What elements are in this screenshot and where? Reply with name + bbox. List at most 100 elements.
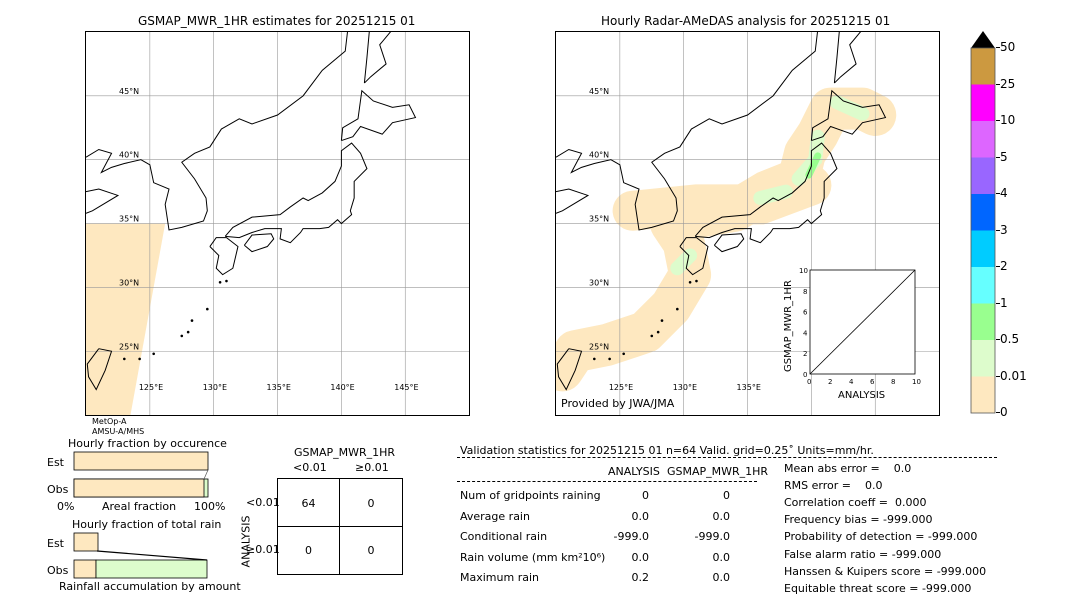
light-rain-area (753, 184, 793, 206)
ct-col-0: <0.01 (293, 461, 327, 474)
x-tick-label: 0 (807, 378, 811, 386)
latitude-label: 40°N (589, 151, 609, 160)
occurrence-bars (73, 451, 209, 498)
coastline-honshu (694, 142, 838, 244)
latitude-label: 45°N (119, 87, 139, 96)
latitude-label: 45°N (589, 87, 609, 96)
colorbar-segment (971, 230, 995, 267)
latitude-label: 25°N (589, 342, 609, 351)
colorbar-segment (971, 157, 995, 194)
stats-row-label: Maximum rain (460, 571, 539, 584)
longitude-label: 130°E (673, 383, 697, 392)
island (660, 319, 664, 322)
credit-label: Provided by JWA/JMA (561, 397, 675, 410)
stats-row-label: Rain volume (mm km²10⁶) (460, 550, 606, 564)
y-tick-label: 6 (803, 309, 808, 317)
colorbar-tick-label: 10 (1000, 113, 1016, 127)
colorbar-tick-label: 1 (1000, 295, 1008, 310)
coastline-sakhalin (833, 32, 862, 84)
occ-est-bar (73, 451, 209, 471)
colorbar-extend-arrow (971, 31, 995, 48)
total-rain-title: Hourly fraction of total rain (72, 518, 222, 531)
island (152, 352, 155, 356)
tr-est-bar (73, 532, 99, 552)
ct-cell: 0 (367, 497, 375, 510)
colorbar-segment (971, 340, 995, 377)
colorbar-segment (971, 376, 995, 413)
tr-est-label: Est (47, 537, 64, 550)
coastline-hokkaido (340, 89, 417, 142)
island (138, 357, 141, 361)
latitude-label: 35°N (589, 215, 609, 224)
y-tick-label: 10 (799, 267, 808, 275)
coastline-honshu (224, 142, 368, 244)
latitude-label: 35°N (119, 215, 139, 224)
y-tick-label: 0 (803, 371, 807, 379)
x-tick-label: 2 (828, 378, 832, 386)
coastline-kyushu (679, 237, 709, 276)
left-map: 45°N 40°N 35°N 30°N 25°N 125°E 130°E 135°E 140°E… (85, 31, 470, 416)
colorbar-tick-label: 0.5 (1000, 332, 1020, 346)
coastline-shandong (556, 188, 590, 214)
satellite-label: MetOp-A AMSU-A/MHS (92, 417, 144, 437)
longitude-label: 130°E (203, 383, 227, 392)
moderate-rain-area (805, 152, 822, 179)
latitude-label: 25°N (119, 342, 139, 351)
colorbar-tick-label: 0 (1000, 405, 1008, 419)
stats-analysis-value: 0.2 (631, 571, 650, 584)
ct-cell: 0 (367, 544, 375, 557)
stats-analysis-value: -999.0 (613, 530, 649, 543)
colorbar-tick-label: 0.01 (1000, 368, 1027, 383)
longitude-label: 135°E (267, 383, 291, 392)
score-line: Probability of detection = -999.000 (784, 530, 978, 544)
coastline-shikoku (243, 233, 275, 253)
coastline-kyushu (209, 237, 239, 276)
island (123, 357, 126, 361)
stats-row-label: Average rain (460, 509, 530, 523)
sensor-name: AMSU-A/MHS (92, 427, 145, 436)
stats-analysis-value: 0.0 (631, 509, 650, 523)
y-axis-label: GSMAP_MWR_1HR (783, 280, 794, 372)
island (622, 352, 625, 356)
island (218, 280, 222, 284)
colorbar-segment (971, 267, 995, 304)
stats-col-gsmap: GSMAP_MWR_1HR (667, 465, 769, 478)
colorbar-segment (971, 194, 995, 231)
island (650, 334, 654, 338)
score-line: RMS error = 0.0 (784, 479, 883, 493)
colorbar-tick-label: 2 (1000, 259, 1008, 273)
island (608, 357, 611, 361)
colorbar-tick-label: 3 (1000, 222, 1008, 237)
x-tick-label: 8 (891, 378, 895, 386)
longitude-label: 135°E (737, 383, 761, 392)
y-tick-label: 8 (803, 288, 807, 296)
ct-cell: 64 (301, 497, 316, 510)
coastline-mainland (556, 32, 818, 231)
total-rain-bars (73, 532, 208, 579)
stats-gsmap-value: 0.0 (712, 509, 731, 523)
score-line: Mean abs error = 0.0 (784, 462, 912, 475)
colorbar (970, 31, 996, 414)
coastline-shandong (86, 188, 120, 214)
ct-col-1: ≥0.01 (355, 461, 389, 474)
stats-gsmap-value: -999.0 (694, 530, 730, 543)
occ-est-label: Est (47, 456, 64, 469)
longitude-label: 125°E (609, 383, 633, 392)
stats-header: Validation statistics for 20251215 01 n=… (460, 444, 874, 457)
one-to-one-line (809, 269, 916, 375)
left-map-title: GSMAP_MWR_1HR estimates for 20251215 01 (138, 14, 416, 28)
score-line: Correlation coeff = 0.000 (784, 496, 927, 510)
tr-xlabel: Rainfall accumulation by amount (59, 580, 241, 593)
score-line: False alarm ratio = -999.000 (784, 547, 942, 561)
coastline-mainland (86, 32, 348, 231)
island (190, 319, 194, 322)
scatter-inset: 0 2 4 6 8 10 0 2 4 6 8 10 ANALYSIS GSMAP_MWR_1HR (783, 267, 921, 401)
latitude-label: 30°N (589, 278, 609, 287)
occ-xlabel: Areal fraction (102, 500, 177, 513)
stats-gsmap-value: 0 (723, 489, 730, 502)
latitude-label: 40°N (119, 151, 139, 160)
colorbar-tick-label: 25 (1000, 76, 1016, 91)
occ-xmax: 100% (194, 500, 226, 513)
stats-col-analysis: ANALYSIS (608, 465, 660, 478)
stats-analysis-value: 0.0 (631, 550, 650, 564)
